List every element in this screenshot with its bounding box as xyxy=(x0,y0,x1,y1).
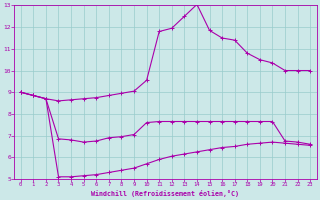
X-axis label: Windchill (Refroidissement éolien,°C): Windchill (Refroidissement éolien,°C) xyxy=(92,190,239,197)
